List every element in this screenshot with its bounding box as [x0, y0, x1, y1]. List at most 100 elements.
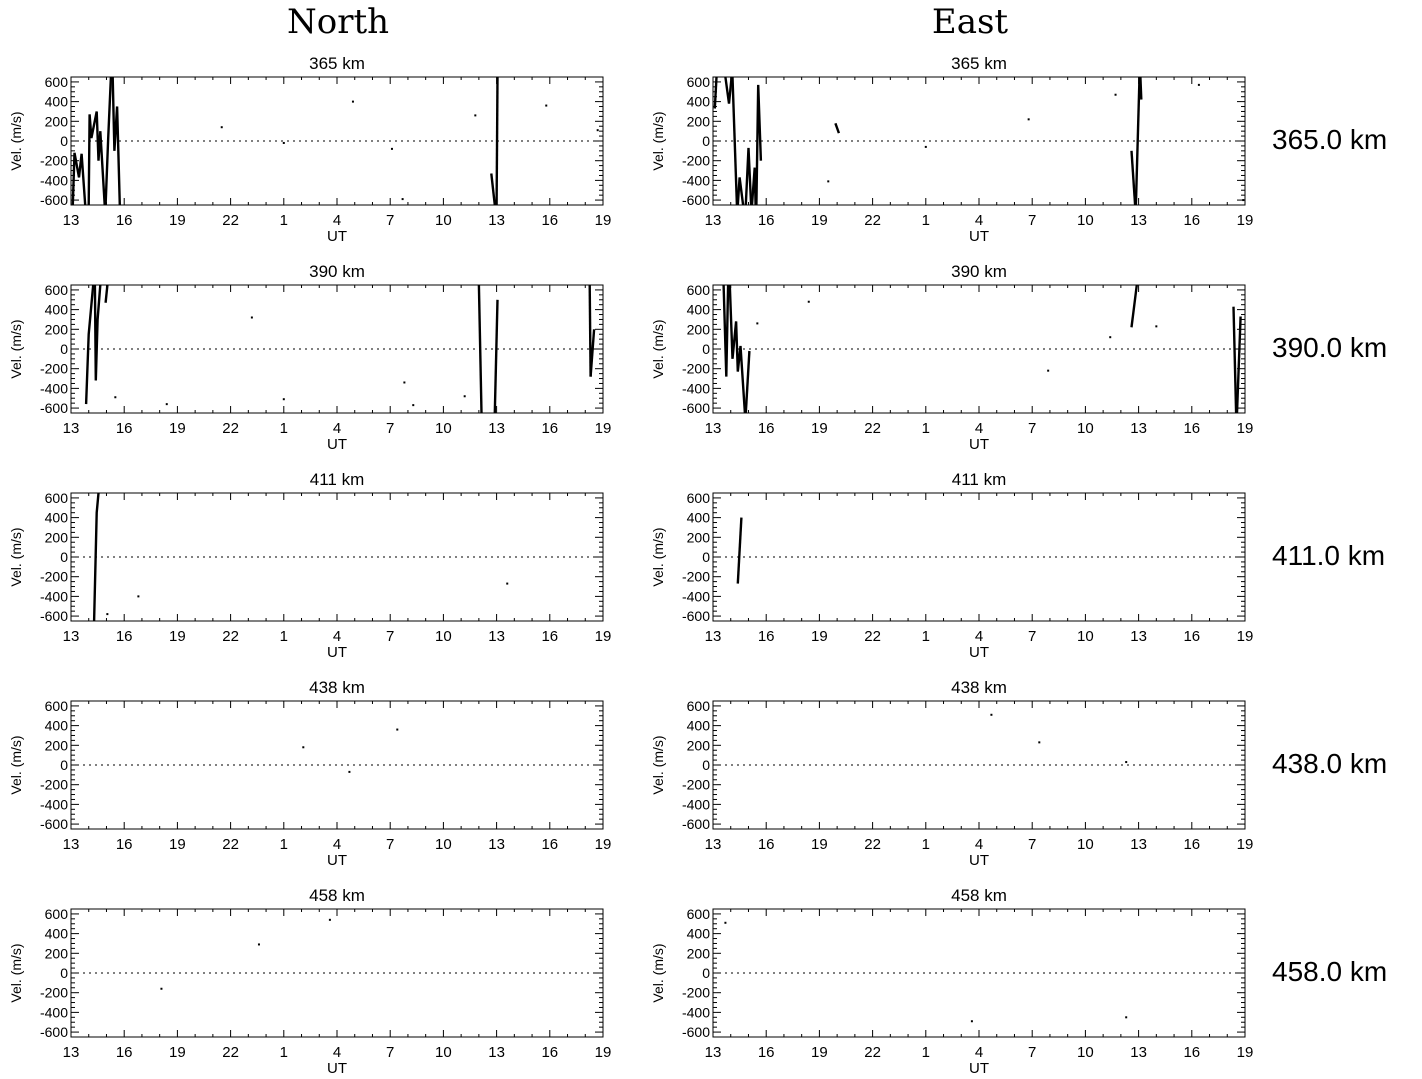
panel-east-1-series-line — [728, 285, 747, 413]
panel-east-2-ytick-label: -200 — [682, 569, 710, 585]
panel-north-1-xtick-label: 16 — [116, 420, 133, 437]
panel-east-3-ytick-label: -400 — [682, 796, 710, 812]
panel-east-3-data-point — [1038, 741, 1041, 744]
panel-north-1-data-point — [282, 398, 285, 401]
panel-north-3-xtick-label: 4 — [333, 836, 341, 853]
panel-north-2-data-point — [106, 613, 109, 616]
panel-north-0-ytick-label: -600 — [40, 192, 68, 208]
panel-north-1-xtick-label: 19 — [595, 420, 612, 437]
panel-east-0-ytick-label: -200 — [682, 153, 710, 169]
panel-north-3-xtick-label: 19 — [595, 836, 612, 853]
panel-east-2-xtick-label: 10 — [1077, 628, 1094, 645]
panel-east-0-xtick-label: 16 — [758, 212, 775, 229]
panel-north-1-ytick-label: 600 — [45, 282, 69, 298]
panel-north-2-xtick-label: 22 — [222, 628, 239, 645]
panel-north-0-xtick-label: 7 — [386, 212, 394, 229]
panel-east-2-ytick-label: -400 — [682, 588, 710, 604]
panel-north-4-data-point — [328, 918, 331, 921]
panel-north-3-xtick-label: 10 — [435, 836, 452, 853]
panel-east-0-data-point — [1027, 118, 1030, 121]
panel-north-0-data-point — [390, 147, 393, 150]
panel-east-4-data-point — [724, 921, 727, 924]
panel-north-1: 390 km 13 16 19 22 1 4 7 10 13 16 19 UT -600 -400 -200 0… — [8, 262, 611, 453]
panel-east-4-xtick-label: 16 — [1183, 1044, 1200, 1061]
panel-north-2-ytick-label: 200 — [45, 529, 69, 545]
panel-north-2-xtick-label: 16 — [116, 628, 133, 645]
panel-north-1-ytick-label: 0 — [60, 341, 68, 357]
panel-north-0-ytick-label: 200 — [45, 113, 69, 129]
panel-east-3-title: 438 km — [951, 678, 1007, 697]
panel-east-3-data-point — [1125, 761, 1128, 764]
panel-east-0-ytick-label: 600 — [687, 74, 711, 90]
panel-east-4-xtick-label: 13 — [1130, 1044, 1147, 1061]
panel-east-4-xtick-label: 22 — [864, 1044, 881, 1061]
panel-east-2-ytick-label: -600 — [682, 608, 710, 624]
panel-north-2-title: 411 km — [310, 470, 365, 489]
panel-north-0-xtick-label: 13 — [63, 212, 80, 229]
panel-north-0-xtick-label: 16 — [116, 212, 133, 229]
panel-north-0-ytick-label: 400 — [45, 94, 69, 110]
panel-east-4-xtick-label: 7 — [1028, 1044, 1036, 1061]
panel-east-4-ytick-label: 600 — [687, 906, 711, 922]
panel-north-2: 411 km 13 16 19 22 1 4 7 10 13 16 19 UT -600 -400 -200 0… — [8, 470, 611, 661]
panel-east-0-series-line — [1130, 150, 1137, 205]
panel-east-1-xtick-label: 10 — [1077, 420, 1094, 437]
panel-east-4-ytick-label: 0 — [702, 965, 710, 981]
panel-east-0-data-point — [827, 180, 830, 183]
panel-east-2-ytick-label: 0 — [702, 549, 710, 565]
panel-east-1-data-point — [756, 322, 759, 325]
panel-north-0-series-line — [111, 77, 121, 205]
panel-north-3-xlabel: UT — [327, 852, 347, 869]
panel-east-3-ylabel: Vel. (m/s) — [650, 735, 666, 794]
panel-north-0-xtick-label: 22 — [222, 212, 239, 229]
row-label-4: 458.0 km — [1272, 956, 1388, 987]
panel-east-2-xtick-label: 16 — [1183, 628, 1200, 645]
panel-north-4-ytick-label: -400 — [40, 1004, 68, 1020]
panel-north-4-xtick-label: 13 — [488, 1044, 505, 1061]
panel-east-0-series-line — [731, 77, 739, 205]
panel-east-1-series-line — [1235, 316, 1242, 413]
panel-north-3-xtick-label: 13 — [488, 836, 505, 853]
panel-east-2-xtick-label: 1 — [922, 628, 930, 645]
panel-east-4-title: 458 km — [951, 886, 1007, 905]
panel-east-2-series-line — [736, 517, 743, 584]
panel-east-4-ytick-label: -400 — [682, 1004, 710, 1020]
panel-north-0-series-line — [495, 77, 499, 205]
panel-north-0-data-point — [282, 141, 285, 144]
panel-east-0-series-line — [1139, 77, 1143, 100]
panel-north-1-data-point — [412, 404, 415, 407]
panel-east-2-xtick-label: 19 — [811, 628, 828, 645]
panel-north-1-data-point — [463, 395, 466, 398]
panel-north-4-ytick-label: 0 — [60, 965, 68, 981]
panel-east-1-series-line — [744, 350, 751, 413]
panel-north-4-xtick-label: 16 — [541, 1044, 558, 1061]
panel-east-0-title: 365 km — [951, 54, 1007, 73]
panel-east-0-series-line — [1134, 77, 1141, 205]
panel-north-2-ylabel: Vel. (m/s) — [8, 527, 24, 586]
panel-east-4-ylabel: Vel. (m/s) — [650, 943, 666, 1002]
panel-north-0-xtick-label: 10 — [435, 212, 452, 229]
panel-north-1-ytick-label: 200 — [45, 321, 69, 337]
panel-east-4-xtick-label: 13 — [705, 1044, 722, 1061]
panel-north-1-xtick-label: 10 — [435, 420, 452, 437]
panel-north-1-data-point — [165, 403, 168, 406]
panel-north-3-ytick-label: 400 — [45, 718, 69, 734]
panel-east-1-ytick-label: -600 — [682, 400, 710, 416]
panel-north-0-series-line — [87, 111, 106, 205]
panel-north-2-series-line — [92, 493, 100, 621]
panel-north-3-xtick-label: 16 — [541, 836, 558, 853]
panel-east-0-ytick-label: -400 — [682, 172, 710, 188]
panel-north-3-data-point — [348, 770, 351, 773]
panel-east-0-data-point — [1242, 199, 1245, 202]
panel-north-4-ytick-label: 200 — [45, 945, 69, 961]
panel-east-1-series-line — [1232, 306, 1238, 413]
row-label-0: 365.0 km — [1272, 124, 1388, 155]
panel-east-4-xtick-label: 4 — [975, 1044, 983, 1061]
panel-north-1-title: 390 km — [309, 262, 365, 281]
panel-east-1-ytick-label: 200 — [687, 321, 711, 337]
panel-east-1-xlabel: UT — [969, 436, 989, 453]
panel-north-3-ytick-label: -200 — [40, 777, 68, 793]
panel-east-0-xtick-label: 7 — [1028, 212, 1036, 229]
panel-east-3-ytick-label: -600 — [682, 816, 710, 832]
panel-north-2-xtick-label: 13 — [63, 628, 80, 645]
